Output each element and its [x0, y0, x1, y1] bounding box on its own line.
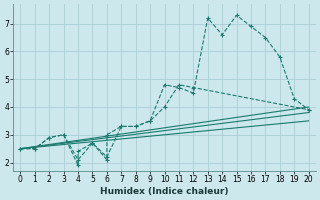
X-axis label: Humidex (Indice chaleur): Humidex (Indice chaleur) — [100, 187, 229, 196]
